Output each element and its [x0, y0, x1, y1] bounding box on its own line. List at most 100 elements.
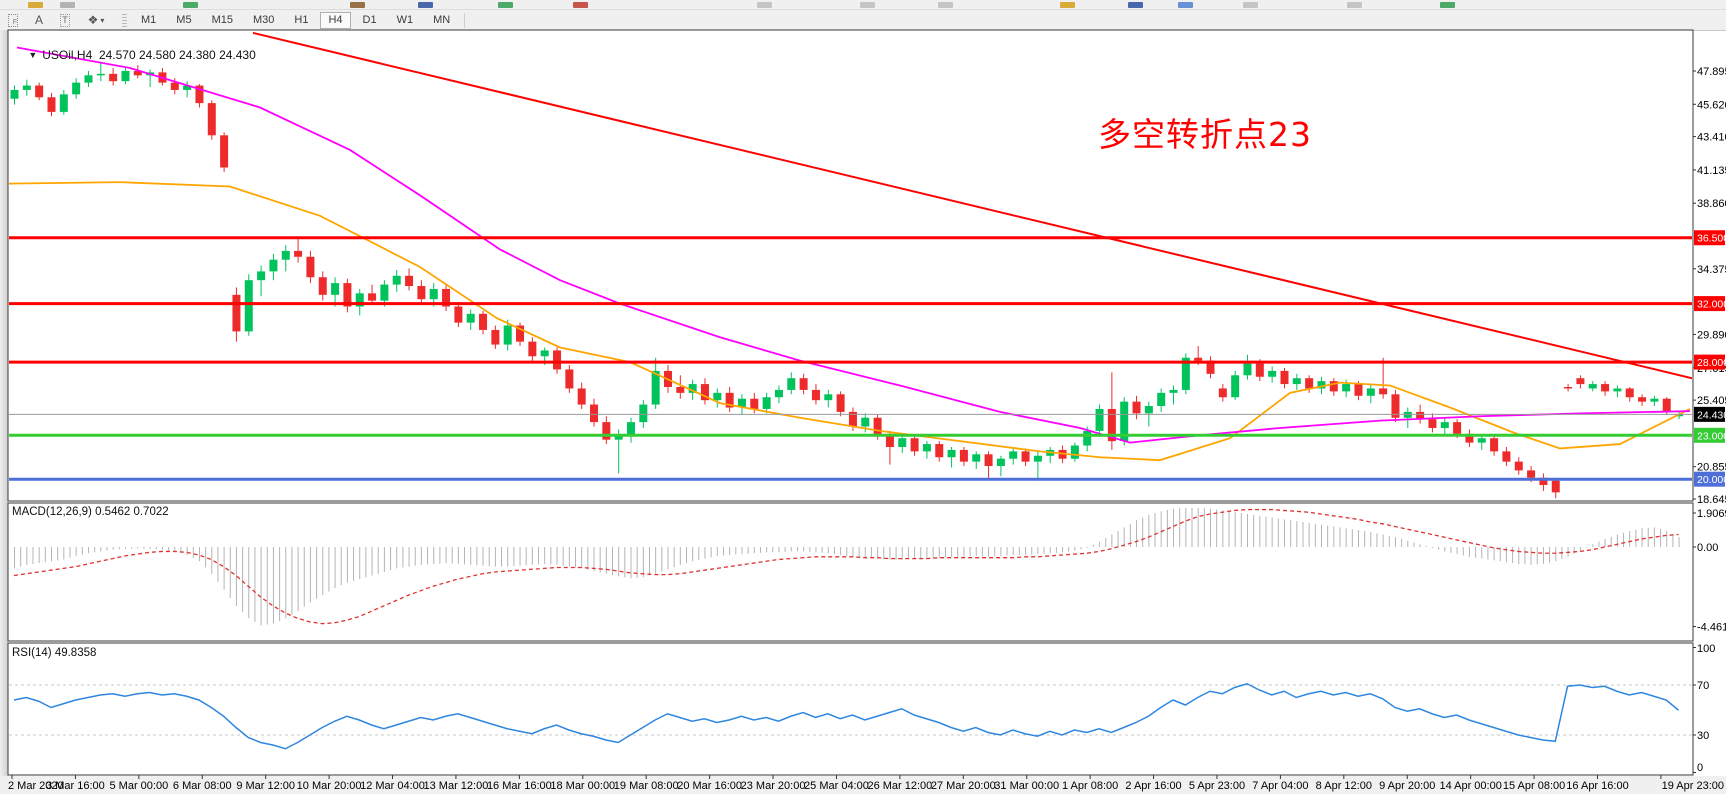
clipped-icon: [183, 2, 198, 8]
price-tick-label: 34.375: [1697, 264, 1726, 276]
time-tick-label: 2 Mar 2020: [8, 780, 64, 792]
timeframe-button-d1[interactable]: D1: [355, 12, 385, 29]
price-tick-label: 20.855: [1697, 462, 1726, 474]
clipped-icon: [60, 2, 75, 8]
level-price-label: 28.000: [1697, 357, 1726, 369]
text-tool-button[interactable]: A: [27, 11, 51, 29]
chart-symbol-ohlc: USOil,H4: [42, 48, 93, 62]
clipped-icon: [28, 2, 43, 8]
time-tick-label: 18 Mar 00:00: [550, 780, 615, 792]
timeframe-button-w1[interactable]: W1: [389, 12, 422, 29]
arrows-tool-button[interactable]: ❖ ▾: [79, 11, 113, 29]
chevron-down-icon: ▾: [100, 15, 105, 25]
ma-orange[interactable]: [8, 181, 1691, 462]
level-price-badge: [1694, 427, 1725, 443]
time-tick-label: 19 Apr 23:00: [1662, 780, 1724, 792]
time-tick-label: 10 Mar 20:00: [297, 780, 362, 792]
chart-dropdown-icon[interactable]: ▼: [28, 50, 38, 60]
time-tick-label: 8 Apr 12:00: [1316, 780, 1372, 792]
price-tick-label: 38.860: [1697, 198, 1726, 210]
price-tick-label: 45.620: [1697, 99, 1726, 111]
price-tick-label: 43.410: [1697, 132, 1726, 144]
timeframe-button-m5[interactable]: M5: [168, 12, 199, 29]
time-tick-label: 9 Apr 20:00: [1379, 780, 1435, 792]
time-tick-label: 1 Apr 08:00: [1062, 780, 1118, 792]
level-price-label: 23.000: [1697, 430, 1726, 442]
clipped-icon: [1440, 2, 1455, 8]
chart-annotation-text[interactable]: 多空转折点23: [1098, 115, 1312, 154]
time-tick-label: 3 Mar 16:00: [46, 780, 105, 792]
macd-panel-title: MACD(12,26,9) 0.5462 0.7022: [12, 506, 169, 518]
clipped-icon: [350, 2, 365, 8]
rsi-tick-label: 30: [1697, 730, 1709, 742]
rsi-line: [13, 682, 1680, 750]
time-tick-label: 15 Apr 08:00: [1503, 780, 1565, 792]
macd-histogram-layer: [14, 507, 1680, 626]
clipped-icon: [573, 2, 588, 8]
timeframe-button-mn[interactable]: MN: [425, 12, 458, 29]
rsi-panel-title: RSI(14) 49.8358: [12, 647, 97, 659]
price-tick-label: 47.895: [1697, 66, 1726, 78]
clipped-icon: [1178, 2, 1193, 8]
price-tick-label: 25.405: [1697, 395, 1726, 407]
clipped-icon: [498, 2, 513, 8]
time-tick-label: 13 Mar 12:00: [424, 780, 489, 792]
clipped-icon: [1128, 2, 1143, 8]
chart-ohlc-values: 24.570 24.580 24.380 24.430: [98, 48, 256, 62]
macd-panel: [7, 502, 1694, 642]
rsi-tick-label: 70: [1697, 680, 1709, 692]
fibonacci-icon: F: [8, 13, 18, 27]
rsi-tick-label: 100: [1697, 643, 1715, 655]
time-tick-label: 16 Apr 16:00: [1566, 780, 1628, 792]
timeframe-button-h1[interactable]: H1: [286, 12, 316, 29]
time-tick-label: 12 Mar 04:00: [360, 780, 425, 792]
level-price-badge: [1694, 471, 1725, 487]
timeframe-button-m15[interactable]: M15: [204, 12, 241, 29]
macd-tick-label: 0.00: [1697, 542, 1718, 554]
time-tick-label: 27 Mar 20:00: [931, 780, 996, 792]
clipped-icon: [860, 2, 875, 8]
clipped-toolbar-row: [0, 0, 1726, 10]
rsi-panel: [7, 642, 1694, 776]
macd-tick-label: -4.4614: [1697, 622, 1726, 634]
level-price-label: 36.500: [1697, 233, 1726, 245]
time-axis-strip: [0, 776, 1726, 794]
main-chart-panel: [7, 29, 1694, 502]
time-tick-label: 31 Mar 00:00: [994, 780, 1059, 792]
timeframe-button-m30[interactable]: M30: [245, 12, 282, 29]
clipped-icon: [418, 2, 433, 8]
time-tick-label: 7 Apr 04:00: [1252, 780, 1308, 792]
macd-tick-label: 1.9069: [1697, 508, 1726, 520]
current-price-badge: [1694, 406, 1725, 422]
time-tick-label: 19 Mar 08:00: [614, 780, 679, 792]
textbox-tool-button[interactable]: T: [53, 11, 77, 29]
price-tick-label: 29.890: [1697, 329, 1726, 341]
clipped-icon: [757, 2, 772, 8]
chart-title: ▼ USOil,H4 24.570 24.580 24.380 24.430: [15, 34, 256, 76]
fibonacci-tool-button[interactable]: F: [1, 11, 25, 29]
ma-magenta[interactable]: [16, 46, 1691, 444]
toolbar-grip: [122, 13, 127, 27]
time-tick-label: 9 Mar 12:00: [236, 780, 295, 792]
time-tick-label: 5 Mar 00:00: [109, 780, 168, 792]
level-price-label: 20.000: [1697, 474, 1726, 486]
timeframe-button-m1[interactable]: M1: [133, 12, 164, 29]
toolbar-separator: [464, 12, 466, 28]
descending-trendline[interactable]: [252, 31, 1692, 380]
time-tick-label: 6 Mar 08:00: [173, 780, 232, 792]
level-price-label: 32.000: [1697, 299, 1726, 311]
price-tick-label: 41.135: [1697, 165, 1726, 177]
clipped-icon: [1347, 2, 1362, 8]
price-tick-label: 18.645: [1697, 494, 1726, 506]
clipped-icon: [938, 2, 953, 8]
time-tick-label: 26 Mar 12:00: [867, 780, 932, 792]
arrows-icon: ❖: [87, 13, 99, 27]
text-label-icon: A: [34, 13, 43, 27]
time-tick-label: 16 Mar 16:00: [487, 780, 552, 792]
time-tick-label: 5 Apr 23:00: [1189, 780, 1245, 792]
timeframe-button-h4[interactable]: H4: [320, 11, 351, 29]
clipped-icon: [1060, 2, 1075, 8]
time-tick-label: 2 Apr 16:00: [1125, 780, 1181, 792]
